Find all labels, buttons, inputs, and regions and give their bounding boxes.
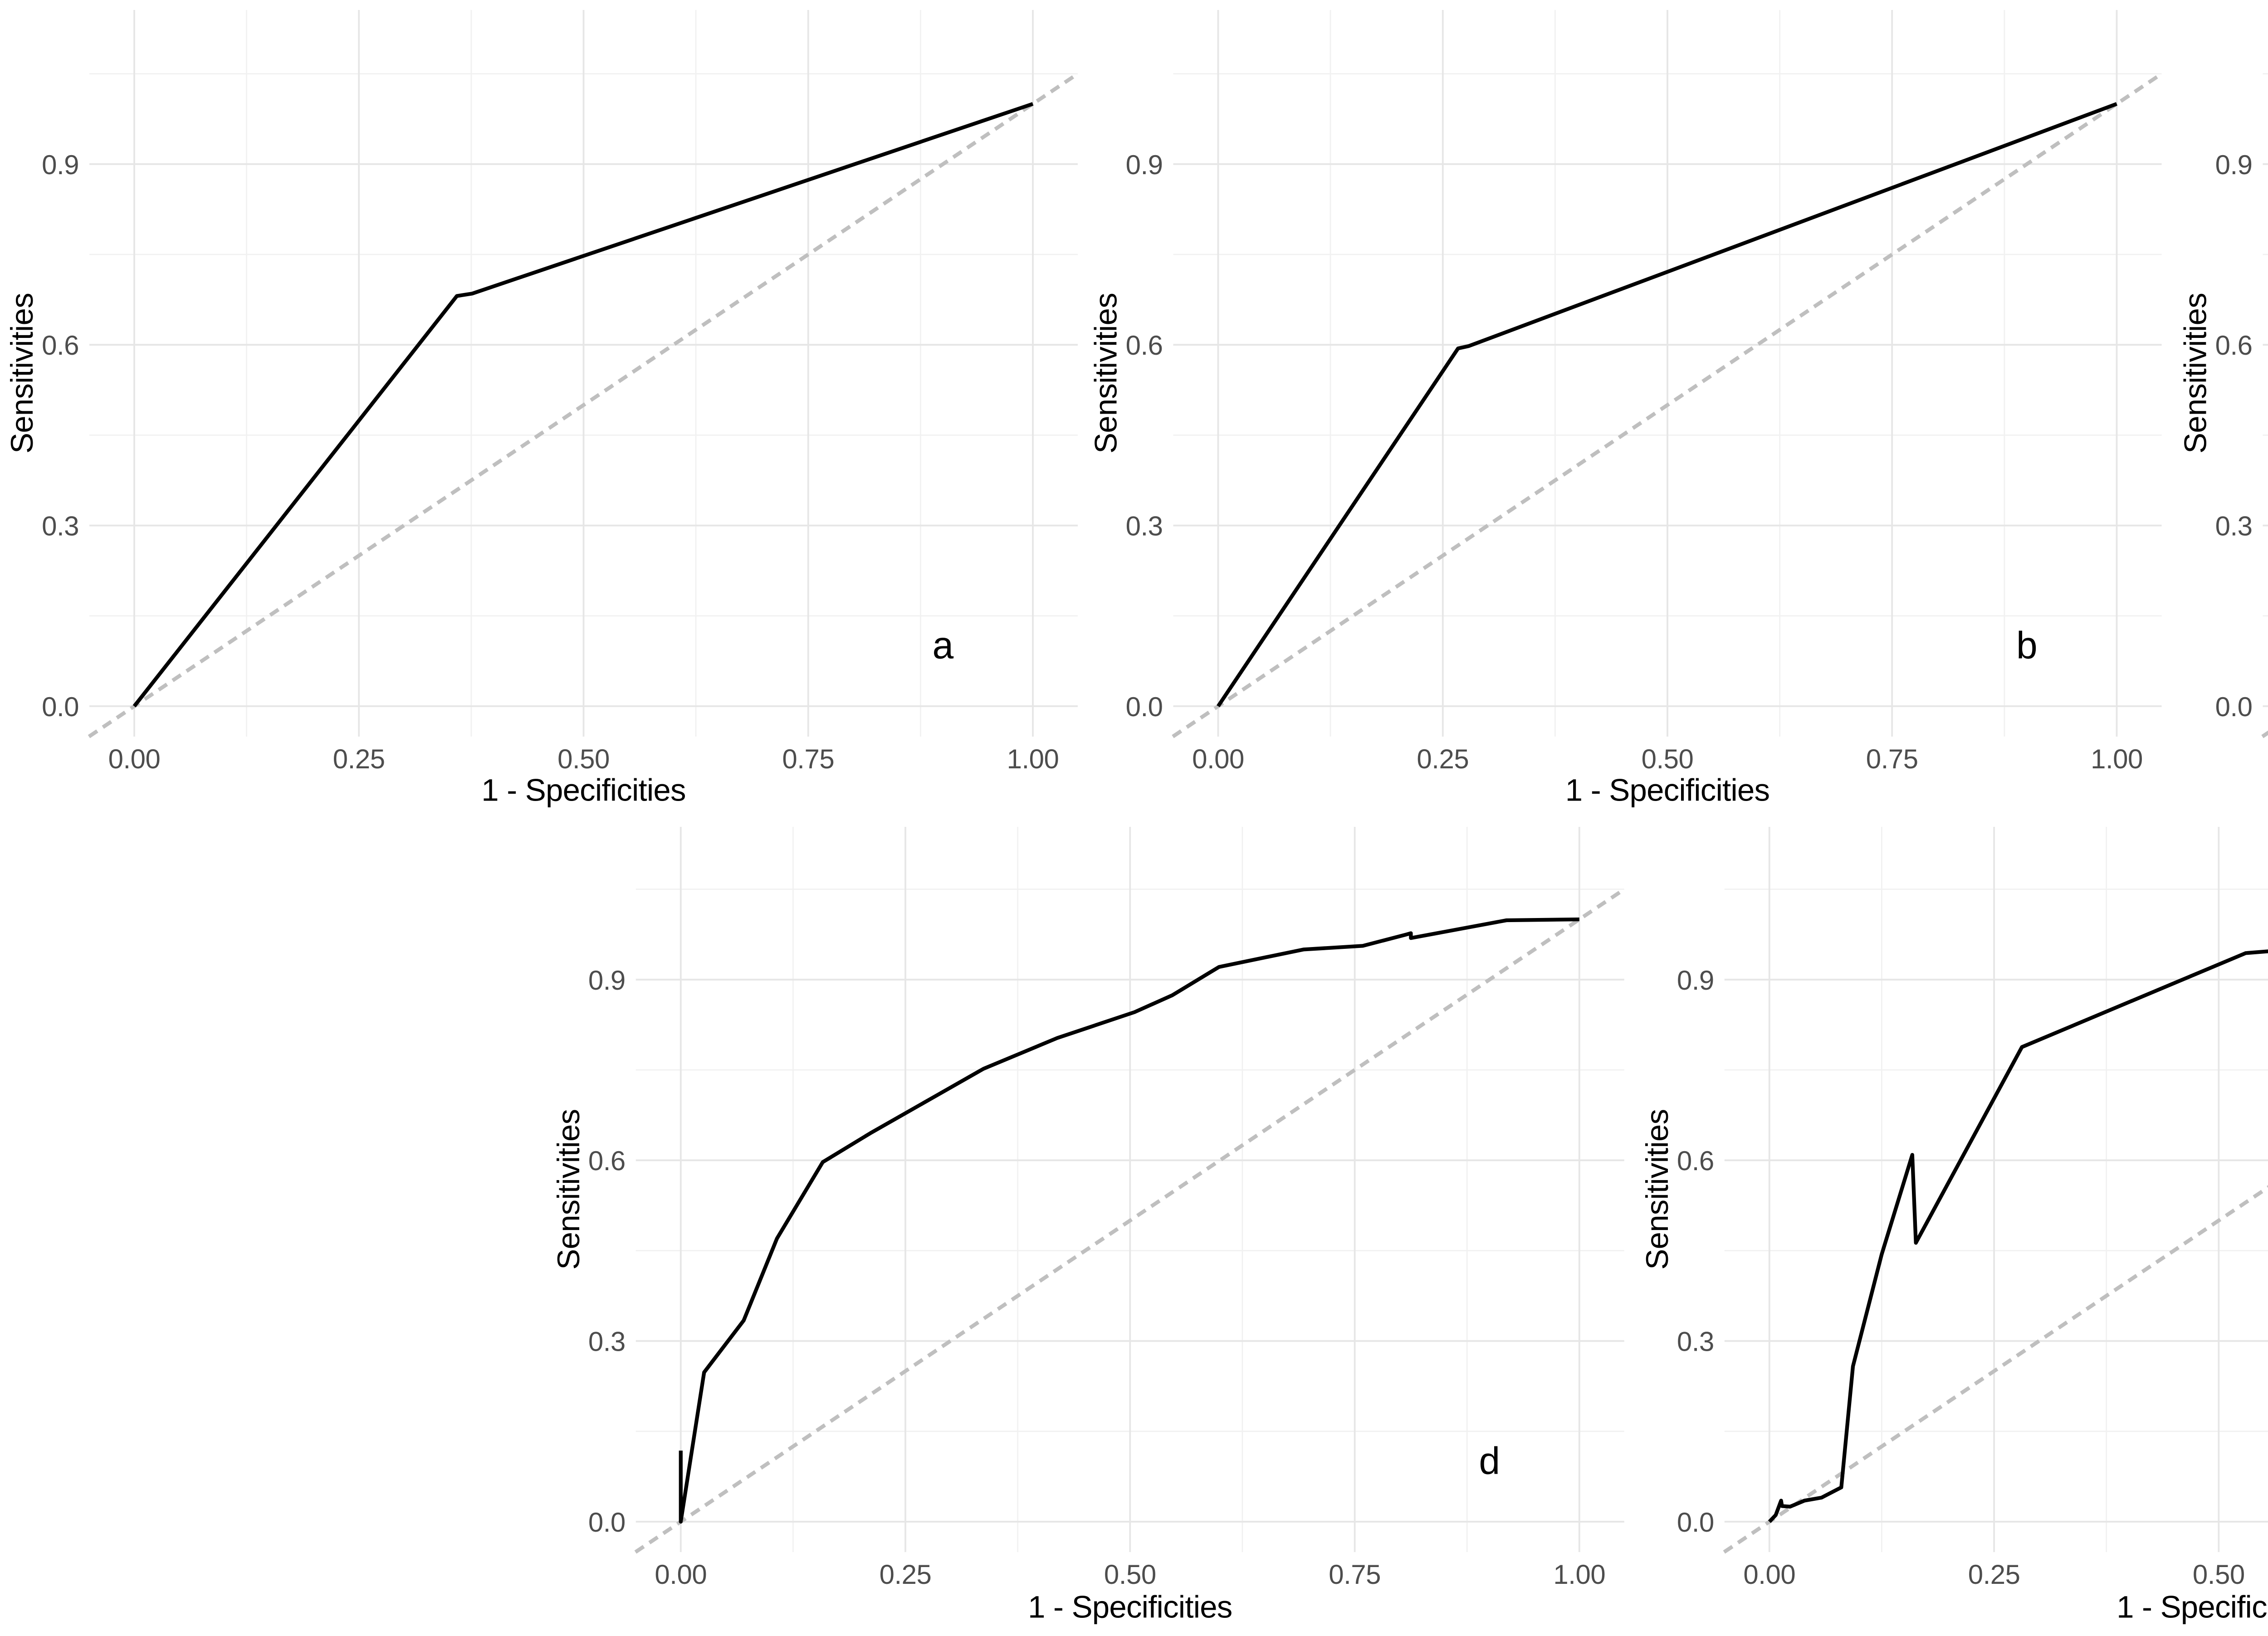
svg-text:1.00: 1.00	[1007, 744, 1059, 774]
svg-text:0.9: 0.9	[2215, 150, 2253, 180]
svg-text:0.75: 0.75	[1866, 744, 1918, 774]
svg-text:1 - Specificities: 1 - Specificities	[1565, 773, 1769, 808]
svg-text:0.0: 0.0	[42, 692, 79, 722]
svg-text:0.25: 0.25	[1968, 1559, 2020, 1590]
svg-text:0.6: 0.6	[42, 330, 79, 361]
svg-text:0.6: 0.6	[588, 1146, 626, 1176]
svg-text:0.50: 0.50	[2193, 1559, 2245, 1590]
svg-text:0.25: 0.25	[1417, 744, 1469, 774]
svg-text:0.25: 0.25	[880, 1559, 932, 1590]
svg-text:0.9: 0.9	[1677, 965, 1714, 996]
svg-text:0.0: 0.0	[2215, 692, 2253, 722]
svg-text:0.25: 0.25	[333, 744, 385, 774]
svg-text:0.3: 0.3	[42, 511, 79, 542]
svg-text:0.00: 0.00	[1192, 744, 1244, 774]
svg-text:Sensitivities: Sensitivities	[551, 1109, 586, 1270]
svg-text:0.00: 0.00	[1743, 1559, 1795, 1590]
svg-text:b: b	[2016, 624, 2038, 667]
svg-text:0.6: 0.6	[2215, 330, 2253, 361]
svg-text:0.6: 0.6	[1677, 1146, 1714, 1176]
svg-text:Sensitivities: Sensitivities	[5, 293, 39, 454]
svg-text:d: d	[1479, 1440, 1500, 1482]
svg-text:Sensitivities: Sensitivities	[1089, 293, 1124, 454]
svg-text:0.3: 0.3	[1677, 1327, 1714, 1357]
svg-text:0.3: 0.3	[588, 1327, 626, 1357]
svg-text:0.00: 0.00	[108, 744, 161, 774]
svg-text:0.75: 0.75	[1329, 1559, 1381, 1590]
svg-text:a: a	[933, 624, 954, 667]
svg-text:1 - Specificities: 1 - Specificities	[2116, 1590, 2268, 1625]
svg-text:0.0: 0.0	[588, 1507, 626, 1538]
svg-text:0.50: 0.50	[557, 744, 610, 774]
svg-text:0.6: 0.6	[1126, 330, 1163, 361]
svg-text:1.00: 1.00	[1553, 1559, 1605, 1590]
svg-text:Sensitivities: Sensitivities	[2178, 293, 2213, 454]
svg-text:0.3: 0.3	[1126, 511, 1163, 542]
svg-text:1 - Specificities: 1 - Specificities	[481, 773, 685, 808]
svg-text:1.00: 1.00	[2091, 744, 2143, 774]
svg-text:0.0: 0.0	[1126, 692, 1163, 722]
svg-text:0.0: 0.0	[1677, 1507, 1714, 1538]
svg-text:0.75: 0.75	[782, 744, 834, 774]
svg-text:0.9: 0.9	[42, 150, 79, 180]
svg-text:0.3: 0.3	[2215, 511, 2253, 542]
svg-text:1 - Specificities: 1 - Specificities	[1028, 1590, 1232, 1625]
svg-text:0.9: 0.9	[588, 965, 626, 996]
svg-text:0.50: 0.50	[1642, 744, 1694, 774]
svg-text:0.00: 0.00	[655, 1559, 707, 1590]
svg-text:Sensitivities: Sensitivities	[1640, 1109, 1675, 1270]
svg-text:0.50: 0.50	[1104, 1559, 1156, 1590]
svg-text:0.9: 0.9	[1126, 150, 1163, 180]
